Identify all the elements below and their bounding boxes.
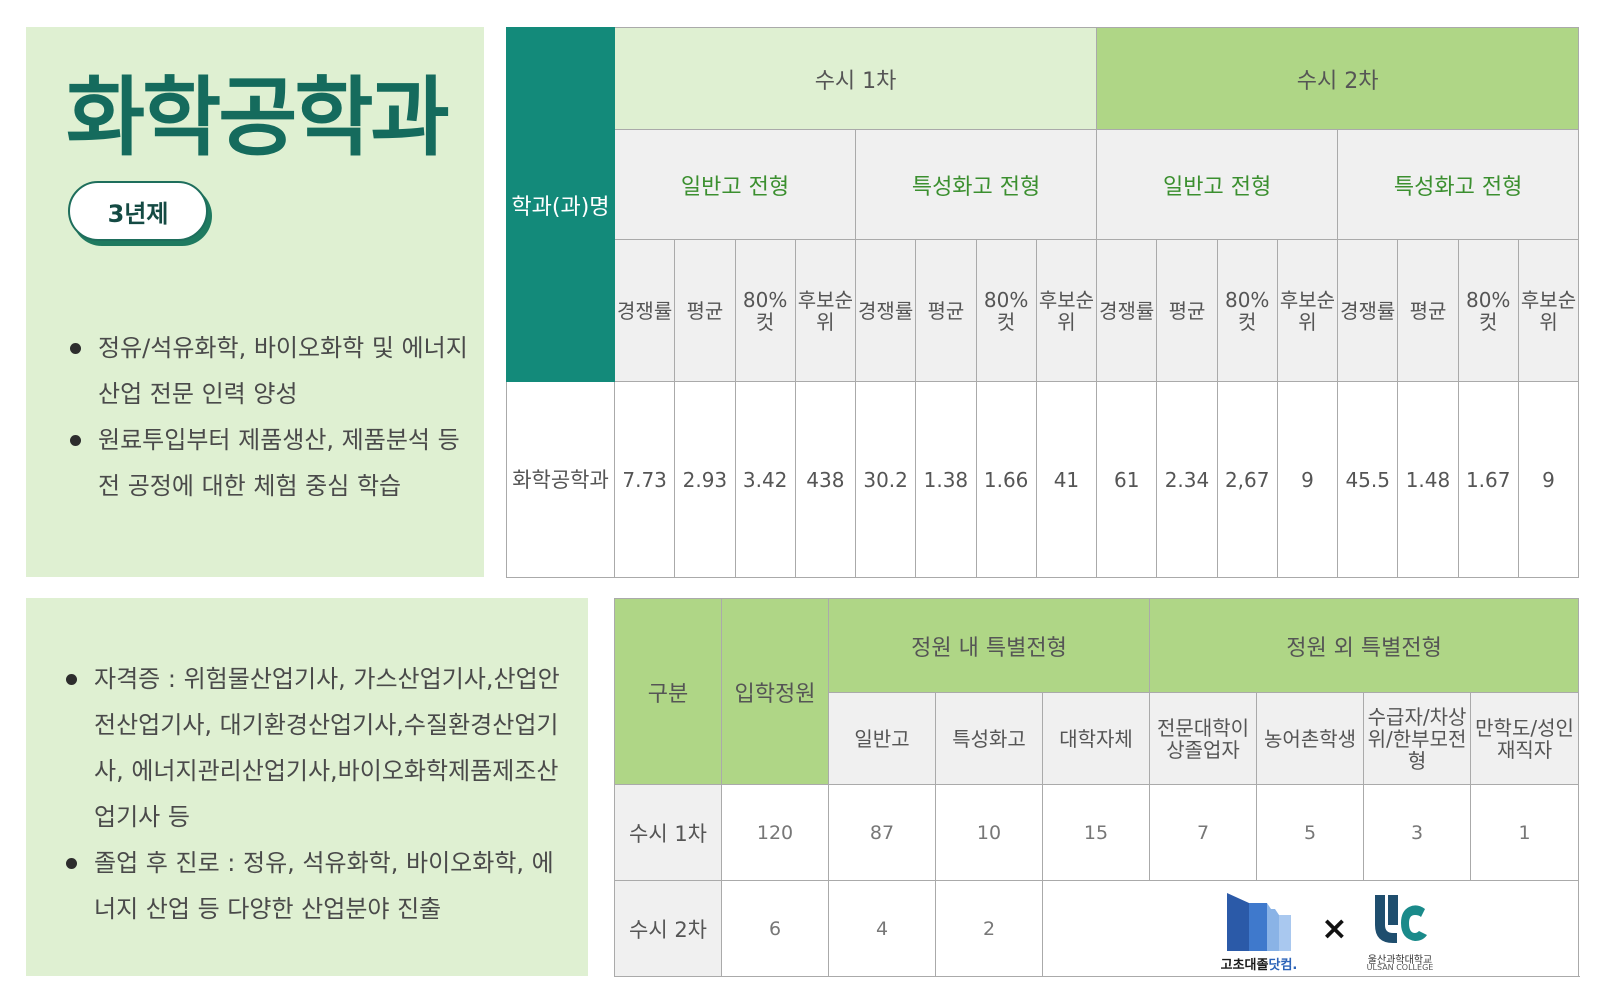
table-cell: 438	[794, 381, 857, 578]
type-header: 일반고 전형	[1096, 129, 1339, 240]
metric-header: 후보순위	[794, 239, 857, 382]
dept-column-header: 학과(과)명	[506, 27, 615, 382]
group-header-in-quota: 정원 내 특별전형	[827, 598, 1151, 693]
table-cell: 3.42	[734, 381, 796, 578]
division-header: 구분	[614, 598, 722, 785]
metric-header: 평균	[1156, 239, 1218, 382]
type-header: 특성화고 전형	[1337, 129, 1580, 240]
sub-header: 일반고	[828, 692, 936, 785]
metric-header: 평균	[1397, 239, 1459, 382]
table-cell: 120	[721, 784, 829, 881]
table-cell: 7	[1149, 784, 1258, 881]
bullet-dot-icon	[66, 858, 77, 869]
gochodaejol-mark-icon	[1227, 893, 1291, 951]
bullet-text: 정유/석유화학, 바이오화학 및 에너지 산업 전문 인력 양성	[98, 334, 468, 408]
logo-cell: 고초대졸닷컴. × 울산과학대학교 ULSAN COLLEGE	[1041, 880, 1580, 977]
dept-name-cell: 화학공학과	[506, 381, 615, 578]
type-header: 특성화고 전형	[854, 129, 1098, 240]
metric-header: 평균	[674, 239, 736, 382]
metric-header: 경쟁률	[854, 239, 917, 382]
table-cell: 1.48	[1397, 381, 1459, 578]
group-header-out-quota: 정원 외 특별전형	[1149, 598, 1580, 693]
bullet-dot-icon	[66, 674, 77, 685]
table-cell: 10	[935, 784, 1043, 881]
caption-accent: 닷컴.	[1268, 958, 1298, 973]
list-item: 원료투입부터 제품생산, 제품분석 등 전 공정에 대한 체험 중심 학습	[68, 417, 468, 509]
admission-results-table: 학과(과)명 수시 1차 수시 2차 일반고 전형 특성화고 전형 일반고 전형…	[506, 27, 1580, 578]
table-cell: 41	[1035, 381, 1098, 578]
bullet-dot-icon	[70, 343, 81, 354]
badge-label: 3년제	[68, 181, 208, 241]
ulsan-caption-english: ULSAN COLLEGE	[1366, 963, 1434, 972]
sub-header: 수급자/차상위/한부모전형	[1363, 692, 1472, 785]
sub-header: 전문대학이상졸업자	[1149, 692, 1258, 785]
dept-intro-list: 정유/석유화학, 바이오화학 및 에너지 산업 전문 인력 양성 원료투입부터 …	[68, 325, 468, 509]
table-cell: 9	[1517, 381, 1580, 578]
table-row: 수시 2차 6 4 2 고초대졸닷컴. ×	[614, 880, 1580, 977]
table-cell: 2.34	[1156, 381, 1218, 578]
list-item: 정유/석유화학, 바이오화학 및 에너지 산업 전문 인력 양성	[68, 325, 468, 417]
table-cell: 1.66	[975, 381, 1037, 578]
table-cell: 61	[1096, 381, 1158, 578]
admission-quota-table: 구분 입학정원 정원 내 특별전형 정원 외 특별전형 일반고 특성화고 대학자…	[614, 598, 1580, 977]
program-length-badge: 3년제	[68, 181, 212, 246]
gochodaejol-logo: 고초대졸닷컴.	[1209, 889, 1309, 973]
dept-intro-panel: 화학공학과 3년제 정유/석유화학, 바이오화학 및 에너지 산업 전문 인력 …	[26, 27, 484, 577]
ulsan-caption-korean: 울산과학대학교	[1367, 955, 1433, 966]
metric-header: 후보순위	[1276, 239, 1339, 382]
sub-header: 대학자체	[1041, 692, 1151, 785]
metric-header: 경쟁률	[613, 239, 676, 382]
table-row: 수시 1차 120 87 10 15 7 5 3 1	[614, 784, 1580, 881]
bullet-dot-icon	[70, 435, 81, 446]
round-header-2: 수시 2차	[1096, 27, 1580, 130]
table-cell: 1.67	[1457, 381, 1519, 578]
table-cell: 1	[1470, 784, 1580, 881]
bullet-text: 원료투입부터 제품생산, 제품분석 등 전 공정에 대한 체험 중심 학습	[98, 426, 460, 500]
caption-main: 고초대졸	[1220, 958, 1269, 973]
table-cell: 2,67	[1216, 381, 1278, 578]
table-cell: 1.38	[915, 381, 977, 578]
collab-times-icon: ×	[1321, 909, 1348, 947]
sub-header: 농어촌학생	[1256, 692, 1365, 785]
table-cell: 9	[1276, 381, 1339, 578]
ulsan-college-mark-icon	[1375, 895, 1427, 943]
metric-header: 후보순위	[1517, 239, 1580, 382]
row-label: 수시 1차	[614, 784, 722, 881]
table-cell: 2	[935, 880, 1043, 977]
table-cell: 6	[721, 880, 829, 977]
table-cell: 15	[1041, 784, 1151, 881]
table-cell: 45.5	[1337, 381, 1399, 578]
type-header: 일반고 전형	[614, 129, 856, 240]
table-cell: 87	[828, 784, 936, 881]
list-item: 졸업 후 진로 : 정유, 석유화학, 바이오화학, 에너지 산업 등 다양한 …	[64, 840, 564, 932]
metric-header: 80%컷	[734, 239, 796, 382]
list-item: 자격증 : 위험물산업기사, 가스산업기사,산업안전산업기사, 대기환경산업기사…	[64, 656, 564, 840]
table-cell: 3	[1363, 784, 1472, 881]
partner-logos: 고초대졸닷컴. × 울산과학대학교 ULSAN COLLEGE	[1043, 881, 1578, 976]
round-header-1: 수시 1차	[613, 27, 1098, 130]
table-cell: 7.73	[613, 381, 676, 578]
table-cell: 30.2	[854, 381, 917, 578]
metric-header: 80%컷	[1216, 239, 1278, 382]
ulsan-college-logo: 울산과학대학교 ULSAN COLLEGE	[1355, 889, 1445, 973]
dept-title: 화학공학과	[66, 68, 450, 168]
metric-header: 평균	[915, 239, 977, 382]
table-cell: 5	[1256, 784, 1365, 881]
table-cell: 2.93	[674, 381, 736, 578]
metric-header: 80%컷	[975, 239, 1037, 382]
metric-header: 80%컷	[1457, 239, 1519, 382]
capacity-header: 입학정원	[721, 598, 829, 785]
metric-header: 후보순위	[1035, 239, 1098, 382]
bullet-text: 졸업 후 진로 : 정유, 석유화학, 바이오화학, 에너지 산업 등 다양한 …	[94, 849, 554, 923]
metric-header: 경쟁률	[1096, 239, 1158, 382]
sub-header: 만학도/성인재직자	[1470, 692, 1580, 785]
career-info-panel: 자격증 : 위험물산업기사, 가스산업기사,산업안전산업기사, 대기환경산업기사…	[26, 598, 588, 976]
bullet-text: 자격증 : 위험물산업기사, 가스산업기사,산업안전산업기사, 대기환경산업기사…	[94, 665, 560, 831]
metric-header: 경쟁률	[1337, 239, 1399, 382]
career-info-list: 자격증 : 위험물산업기사, 가스산업기사,산업안전산업기사, 대기환경산업기사…	[64, 656, 564, 932]
table-cell: 4	[828, 880, 936, 977]
row-label: 수시 2차	[614, 880, 722, 977]
gochodaejol-caption: 고초대졸닷컴.	[1209, 954, 1309, 973]
sub-header: 특성화고	[935, 692, 1043, 785]
